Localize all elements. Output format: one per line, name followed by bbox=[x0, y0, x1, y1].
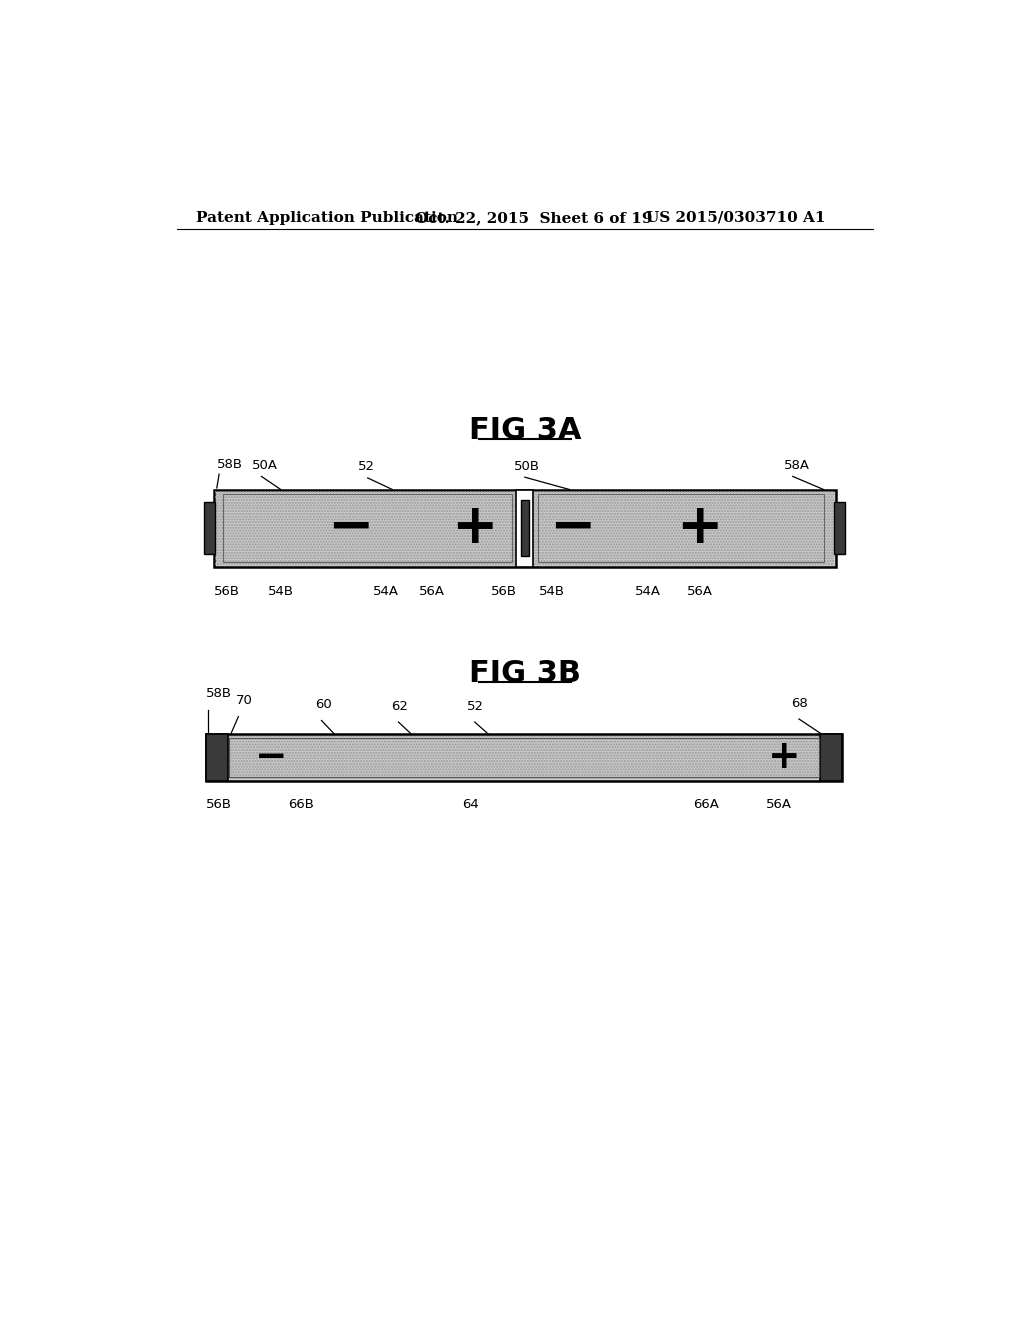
Bar bbox=[538, 494, 823, 562]
Text: 56A: 56A bbox=[686, 585, 713, 598]
Text: +: + bbox=[452, 502, 498, 554]
Text: 52: 52 bbox=[467, 700, 484, 713]
Bar bbox=[820, 734, 842, 780]
Text: 58B: 58B bbox=[217, 458, 243, 471]
Text: +: + bbox=[676, 502, 723, 554]
Text: 58B: 58B bbox=[206, 686, 232, 700]
Text: 54A: 54A bbox=[373, 585, 399, 598]
Text: Oct. 22, 2015  Sheet 6 of 19: Oct. 22, 2015 Sheet 6 of 19 bbox=[416, 211, 653, 224]
Text: 56B: 56B bbox=[206, 797, 232, 810]
Bar bbox=[208, 737, 841, 779]
Text: FIG 3A: FIG 3A bbox=[469, 416, 581, 445]
Text: 68: 68 bbox=[792, 697, 808, 710]
Bar bbox=[214, 490, 836, 566]
Text: 54A: 54A bbox=[635, 585, 660, 598]
Bar bbox=[835, 502, 845, 554]
Bar bbox=[521, 500, 528, 556]
Bar bbox=[206, 734, 227, 780]
Text: Patent Application Publication: Patent Application Publication bbox=[196, 211, 458, 224]
Text: 58A: 58A bbox=[783, 459, 810, 471]
Text: 56B: 56B bbox=[214, 585, 240, 598]
Text: 70: 70 bbox=[237, 694, 253, 708]
Text: US 2015/0303710 A1: US 2015/0303710 A1 bbox=[646, 211, 826, 224]
Text: −: − bbox=[255, 738, 288, 776]
Bar bbox=[229, 738, 819, 776]
Text: 54B: 54B bbox=[267, 585, 294, 598]
Bar bbox=[206, 734, 842, 780]
Text: 64: 64 bbox=[462, 797, 478, 810]
Text: 56A: 56A bbox=[766, 797, 792, 810]
Text: −: − bbox=[327, 502, 374, 554]
Text: +: + bbox=[768, 738, 801, 776]
Text: 56B: 56B bbox=[490, 585, 517, 598]
Text: 60: 60 bbox=[315, 698, 332, 711]
Text: −: − bbox=[549, 502, 596, 554]
Bar bbox=[205, 502, 215, 554]
Bar bbox=[516, 490, 534, 566]
Text: 50A: 50A bbox=[252, 459, 279, 471]
Bar bbox=[223, 494, 512, 562]
Text: 50B: 50B bbox=[514, 459, 540, 473]
Text: FIG 3B: FIG 3B bbox=[469, 659, 581, 688]
Text: 56A: 56A bbox=[419, 585, 445, 598]
Text: 62: 62 bbox=[391, 700, 408, 713]
Text: 66B: 66B bbox=[289, 797, 314, 810]
Text: 52: 52 bbox=[357, 461, 375, 474]
Text: 54B: 54B bbox=[539, 585, 564, 598]
Text: 66A: 66A bbox=[692, 797, 719, 810]
Bar bbox=[215, 491, 835, 565]
